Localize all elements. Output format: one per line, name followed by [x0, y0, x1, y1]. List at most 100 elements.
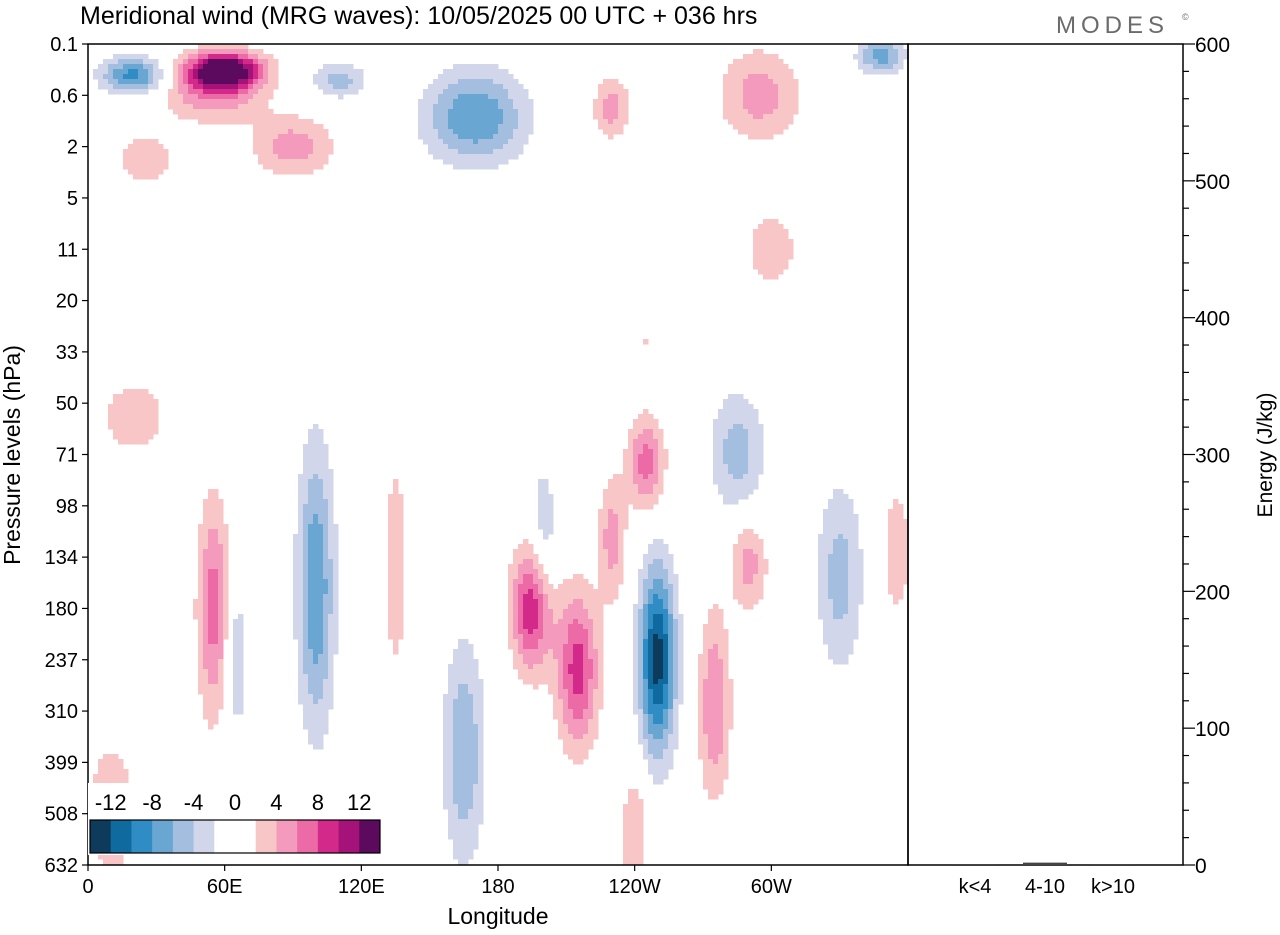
heatmap-cell — [643, 574, 649, 580]
heatmap-cell — [133, 409, 139, 415]
heatmap-cell — [623, 859, 629, 865]
heatmap-cell — [323, 724, 329, 730]
y-tick-label: 0.1 — [50, 34, 78, 56]
heatmap-cell — [343, 89, 349, 95]
heatmap-cell — [213, 709, 219, 715]
heatmap-cell — [843, 634, 849, 640]
heatmap-cell — [528, 609, 534, 615]
y-tick-label: 632 — [45, 855, 78, 877]
heatmap-cell — [303, 154, 309, 160]
heatmap-cell — [328, 499, 334, 505]
heatmap-cell — [223, 94, 229, 100]
heatmap-cell — [253, 89, 259, 95]
heatmap-cell — [608, 559, 614, 565]
heatmap-cell — [708, 689, 714, 695]
heatmap-cell — [838, 569, 844, 575]
heatmap-cell — [278, 119, 284, 125]
heatmap-cell — [658, 774, 664, 780]
heatmap-cell — [228, 94, 234, 100]
heatmap-cell — [283, 144, 289, 150]
heatmap-cell — [303, 684, 309, 690]
heatmap-cell — [258, 109, 264, 115]
heatmap-cell — [483, 129, 489, 135]
heatmap-cell — [898, 594, 904, 600]
heatmap-cell — [313, 499, 319, 505]
heatmap-cell — [308, 159, 314, 165]
colorbar-label: 4 — [270, 790, 282, 815]
heatmap-cell — [278, 159, 284, 165]
heatmap-cell — [783, 124, 789, 130]
heatmap-cell — [303, 659, 309, 665]
heatmap-cell — [768, 94, 774, 100]
heatmap-cell — [573, 574, 579, 580]
heatmap-cell — [238, 639, 244, 645]
heatmap-cell — [213, 49, 219, 55]
y-tick-label: 5 — [67, 188, 78, 210]
heatmap-cell — [753, 49, 759, 55]
heatmap-cell — [188, 54, 194, 60]
heatmap-cell — [703, 679, 709, 685]
heatmap-cell — [678, 639, 684, 645]
heatmap-cell — [283, 139, 289, 145]
heatmap-cell — [678, 624, 684, 630]
heatmap-cell — [493, 94, 499, 100]
heatmap-cell — [718, 469, 724, 475]
heatmap-cell — [883, 69, 889, 75]
heatmap-cell — [483, 139, 489, 145]
heatmap-cell — [288, 134, 294, 140]
heatmap-cell — [658, 484, 664, 490]
heatmap-cell — [633, 664, 639, 670]
heatmap-cell — [838, 584, 844, 590]
heatmap-cell — [238, 659, 244, 665]
heatmap-cell — [733, 479, 739, 485]
heatmap-cell — [458, 69, 464, 75]
heatmap-cell — [838, 509, 844, 515]
heatmap-cell — [673, 734, 679, 740]
heatmap-cell — [628, 499, 634, 505]
heatmap-cell — [218, 579, 224, 585]
heatmap-cell — [823, 574, 829, 580]
heatmap-cell — [743, 59, 749, 65]
heatmap-cell — [548, 529, 554, 535]
heatmap-cell — [738, 569, 744, 575]
heatmap-cell — [498, 149, 504, 155]
heatmap-cell — [633, 604, 639, 610]
heatmap-cell — [318, 614, 324, 620]
heatmap-cell — [203, 609, 209, 615]
heatmap-cell — [718, 754, 724, 760]
heatmap-cell — [213, 584, 219, 590]
heatmap-cell — [553, 714, 559, 720]
heatmap-cell — [738, 449, 744, 455]
heatmap-cell — [568, 704, 574, 710]
heatmap-cell — [658, 474, 664, 480]
heatmap-cell — [103, 84, 109, 90]
heatmap-cell — [723, 639, 729, 645]
heatmap-cell — [728, 94, 734, 100]
heatmap-cell — [463, 649, 469, 655]
heatmap-cell — [738, 424, 744, 430]
heatmap-cell — [478, 84, 484, 90]
heatmap-cell — [738, 559, 744, 565]
heatmap-cell — [293, 584, 299, 590]
heatmap-cell — [178, 84, 184, 90]
heatmap-cell — [653, 634, 659, 640]
heatmap-cell — [783, 239, 789, 245]
heatmap-cell — [713, 659, 719, 665]
heatmap-cell — [708, 674, 714, 680]
heatmap-cell — [653, 594, 659, 600]
heatmap-cell — [743, 409, 749, 415]
heatmap-cell — [118, 424, 124, 430]
heatmap-cell — [323, 619, 329, 625]
heatmap-cell — [828, 539, 834, 545]
heatmap-cell — [193, 79, 199, 85]
heatmap-cell — [558, 714, 564, 720]
heatmap-cell — [473, 89, 479, 95]
heatmap-cell — [523, 629, 529, 635]
heatmap-cell — [838, 519, 844, 525]
heatmap-cell — [113, 394, 119, 400]
heatmap-cell — [668, 709, 674, 715]
heatmap-cell — [728, 429, 734, 435]
heatmap-cell — [738, 129, 744, 135]
heatmap-cell — [748, 554, 754, 560]
heatmap-cell — [543, 509, 549, 515]
